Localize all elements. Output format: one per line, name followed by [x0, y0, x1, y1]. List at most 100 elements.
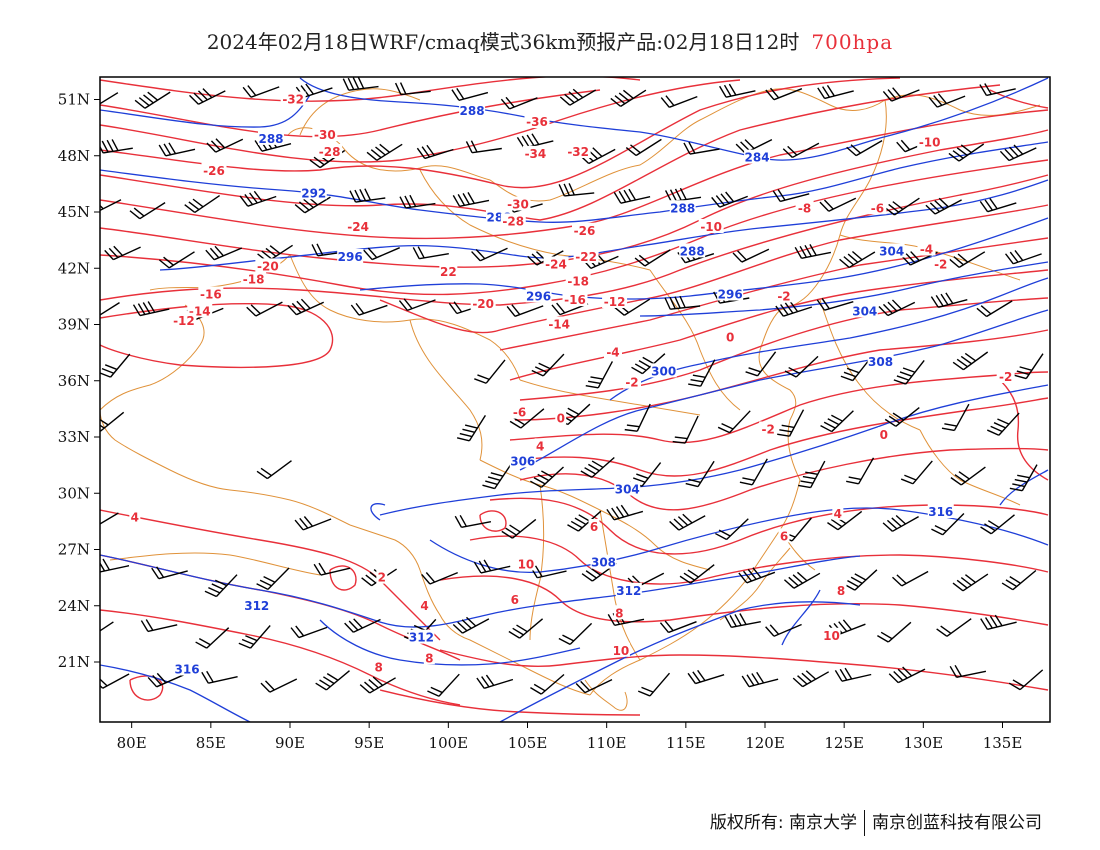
temperature-contour-label: -12 — [173, 314, 195, 328]
height-contour-label: 288 — [258, 132, 283, 146]
wind-barb — [151, 566, 188, 580]
temperature-contour-label: -4 — [606, 346, 619, 360]
temperature-label-bg — [931, 256, 950, 271]
wind-barb — [792, 670, 830, 688]
temperature-contour-label: -36 — [526, 115, 548, 129]
temperature-label-bg — [522, 145, 548, 160]
wind-barb — [100, 92, 119, 109]
wind-barb — [1009, 464, 1038, 492]
temperature-contour-label: -2 — [934, 258, 947, 272]
wind-barb — [482, 463, 512, 490]
wind-barb — [659, 620, 697, 634]
height-label-bg — [679, 243, 706, 258]
temperature-label-bg — [317, 144, 343, 158]
temperature-contour-label: -34 — [525, 147, 547, 161]
temperature-label-bg — [505, 196, 531, 211]
height-label-bg — [590, 554, 617, 569]
wind-barb — [427, 673, 460, 697]
height-contour-label: 316 — [928, 505, 953, 519]
height-label-bg — [525, 288, 552, 303]
wind-barb — [634, 249, 671, 267]
temperature-label-bg — [868, 200, 887, 215]
temperature-label-bg — [423, 650, 435, 665]
temperature-contour-label: -16 — [564, 293, 586, 307]
height-contour-label: 284 — [745, 151, 770, 165]
wind-barb — [980, 514, 1015, 535]
wind-barb — [888, 666, 926, 684]
wind-barb — [100, 353, 131, 378]
wind-barb — [531, 353, 565, 377]
wind-barb — [941, 403, 970, 432]
wind-barb — [509, 408, 545, 429]
temperature-label-bg — [623, 374, 641, 389]
temperature-label-bg — [373, 659, 385, 674]
wind-barb — [687, 669, 725, 685]
temperature-contour-label: 8 — [374, 661, 382, 675]
wind-barb — [900, 460, 933, 485]
temperature-contour-label: -6 — [513, 406, 526, 420]
wind-barb — [843, 569, 878, 591]
height-contour-label: 288 — [460, 104, 485, 118]
height-contour-label: 296 — [718, 288, 743, 302]
wind-barb — [683, 141, 720, 155]
x-tick-label: 125E — [824, 734, 864, 752]
wind-barb — [1008, 669, 1044, 691]
wind-barb — [625, 138, 662, 157]
wind-barb — [631, 353, 666, 375]
temperature-contour-label: -10 — [919, 136, 941, 150]
x-tick-label: 85E — [196, 734, 226, 752]
wind-barb — [394, 82, 431, 96]
y-tick-label: 48N — [58, 147, 90, 165]
height-label-bg — [650, 363, 677, 378]
wind-barb — [637, 672, 671, 697]
wind-barb — [189, 88, 226, 105]
temperature-contour-label: -10 — [700, 220, 722, 234]
axes: 80E 85E 90E 95E 100E 105E 110E 115E 120E 125E 130E… — [58, 91, 1023, 753]
wind-barb — [238, 625, 271, 649]
height-contour-label: 304 — [852, 304, 877, 318]
temperature-contour-label: 4 — [536, 439, 544, 453]
wind-barb — [140, 619, 178, 633]
temperature-label-bg — [534, 438, 546, 453]
temperature-contour-label: 8 — [615, 606, 623, 620]
wind-barb — [147, 672, 185, 688]
wind-barb — [783, 571, 821, 589]
temperature-contour-label: 6 — [780, 529, 788, 543]
temperature-label-bg — [201, 162, 227, 177]
y-tick-label: 21N — [58, 653, 90, 671]
temperature-contour-label: 8 — [837, 584, 845, 598]
height-contour-label: 296 — [338, 250, 363, 264]
temperature-contour-label: -26 — [574, 224, 596, 238]
copyright-text: 版权所有: 南京大学 — [709, 813, 857, 833]
temperature-label-bg — [510, 404, 529, 419]
wind-barb — [936, 618, 972, 637]
wind-barb — [624, 403, 651, 432]
temperature-contour-label: -26 — [203, 164, 225, 178]
temperature-label-bg — [524, 114, 550, 128]
wind-barb — [195, 627, 230, 649]
wind-barb — [948, 143, 985, 162]
wind-barb — [201, 670, 238, 684]
wind-barb — [132, 301, 170, 317]
temperature-contour-label: -6 — [871, 201, 884, 215]
height-contour-label: 288 — [670, 201, 695, 215]
wind-barb — [834, 667, 872, 682]
height-contour-label: 312 — [244, 599, 269, 613]
wind-barb — [765, 87, 803, 101]
height-label-bg — [614, 481, 641, 496]
y-tick-label: 51N — [58, 91, 90, 109]
wind-barb — [979, 198, 1017, 213]
y-tick-label: 30N — [58, 484, 90, 502]
wind-barb — [471, 247, 508, 262]
wind-barb — [1013, 353, 1044, 380]
temperature-label-bg — [562, 292, 588, 307]
temperature-label-bg — [602, 294, 628, 308]
x-tick-label: 100E — [429, 734, 469, 752]
wind-barb — [931, 513, 965, 536]
height-label-bg — [509, 453, 536, 468]
temperature-label-bg — [573, 249, 599, 263]
wind-barb — [473, 559, 511, 574]
temperature-contour-label: 10 — [823, 629, 840, 643]
temperature-label-bg — [835, 582, 847, 597]
